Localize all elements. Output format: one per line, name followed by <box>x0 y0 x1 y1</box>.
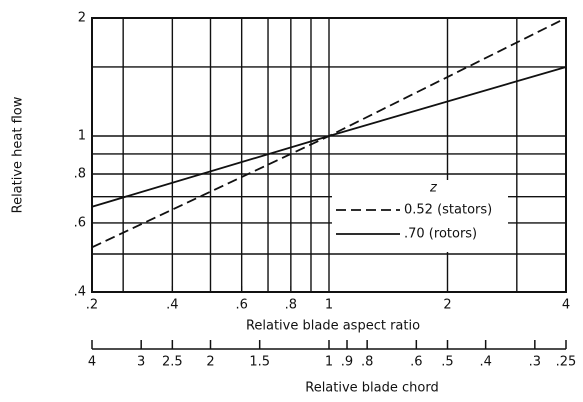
legend-label: .70 (rotors) <box>404 227 477 242</box>
y-tick-label: 1 <box>78 129 86 144</box>
legend-label: 0.52 (stators) <box>404 203 492 218</box>
x2-tick-label: 1 <box>325 355 333 370</box>
x2-tick-label: .9 <box>341 355 353 370</box>
x-tick-label: .4 <box>166 298 178 313</box>
x-tick-label: 2 <box>443 298 451 313</box>
x-tick-label: .6 <box>235 298 247 313</box>
x2-tick-label: .6 <box>410 355 422 370</box>
legend-box <box>332 180 508 252</box>
y-tick-label: .8 <box>74 166 86 181</box>
series-line <box>91 66 567 208</box>
x2-tick-label: .8 <box>361 355 373 370</box>
x2-tick-label: 1.5 <box>249 355 270 370</box>
x-tick-label: .2 <box>86 298 98 313</box>
x-tick-label: 1 <box>325 298 333 313</box>
x2-tick-label: 3 <box>137 355 145 370</box>
y-tick-label: 2 <box>78 11 86 26</box>
x2-tick-label: .3 <box>529 355 541 370</box>
x2-tick-label: 2 <box>206 355 214 370</box>
x-tick-label: 4 <box>562 298 570 313</box>
y-tick-label: .6 <box>74 215 86 230</box>
x2-tick-label: .25 <box>556 355 577 370</box>
legend-title: z <box>429 181 438 196</box>
y-axis-label: Relative heat flow <box>11 96 26 213</box>
y-tick-label: .4 <box>74 285 86 300</box>
x2-tick-label: 4 <box>88 355 96 370</box>
x2-tick-label: .4 <box>479 355 491 370</box>
x-tick-label: .8 <box>285 298 297 313</box>
x2-tick-label: .5 <box>441 355 453 370</box>
x2-axis-label: Relative blade chord <box>305 381 438 396</box>
x-axis-label: Relative blade aspect ratio <box>246 319 420 334</box>
x2-tick-label: 2.5 <box>162 355 183 370</box>
